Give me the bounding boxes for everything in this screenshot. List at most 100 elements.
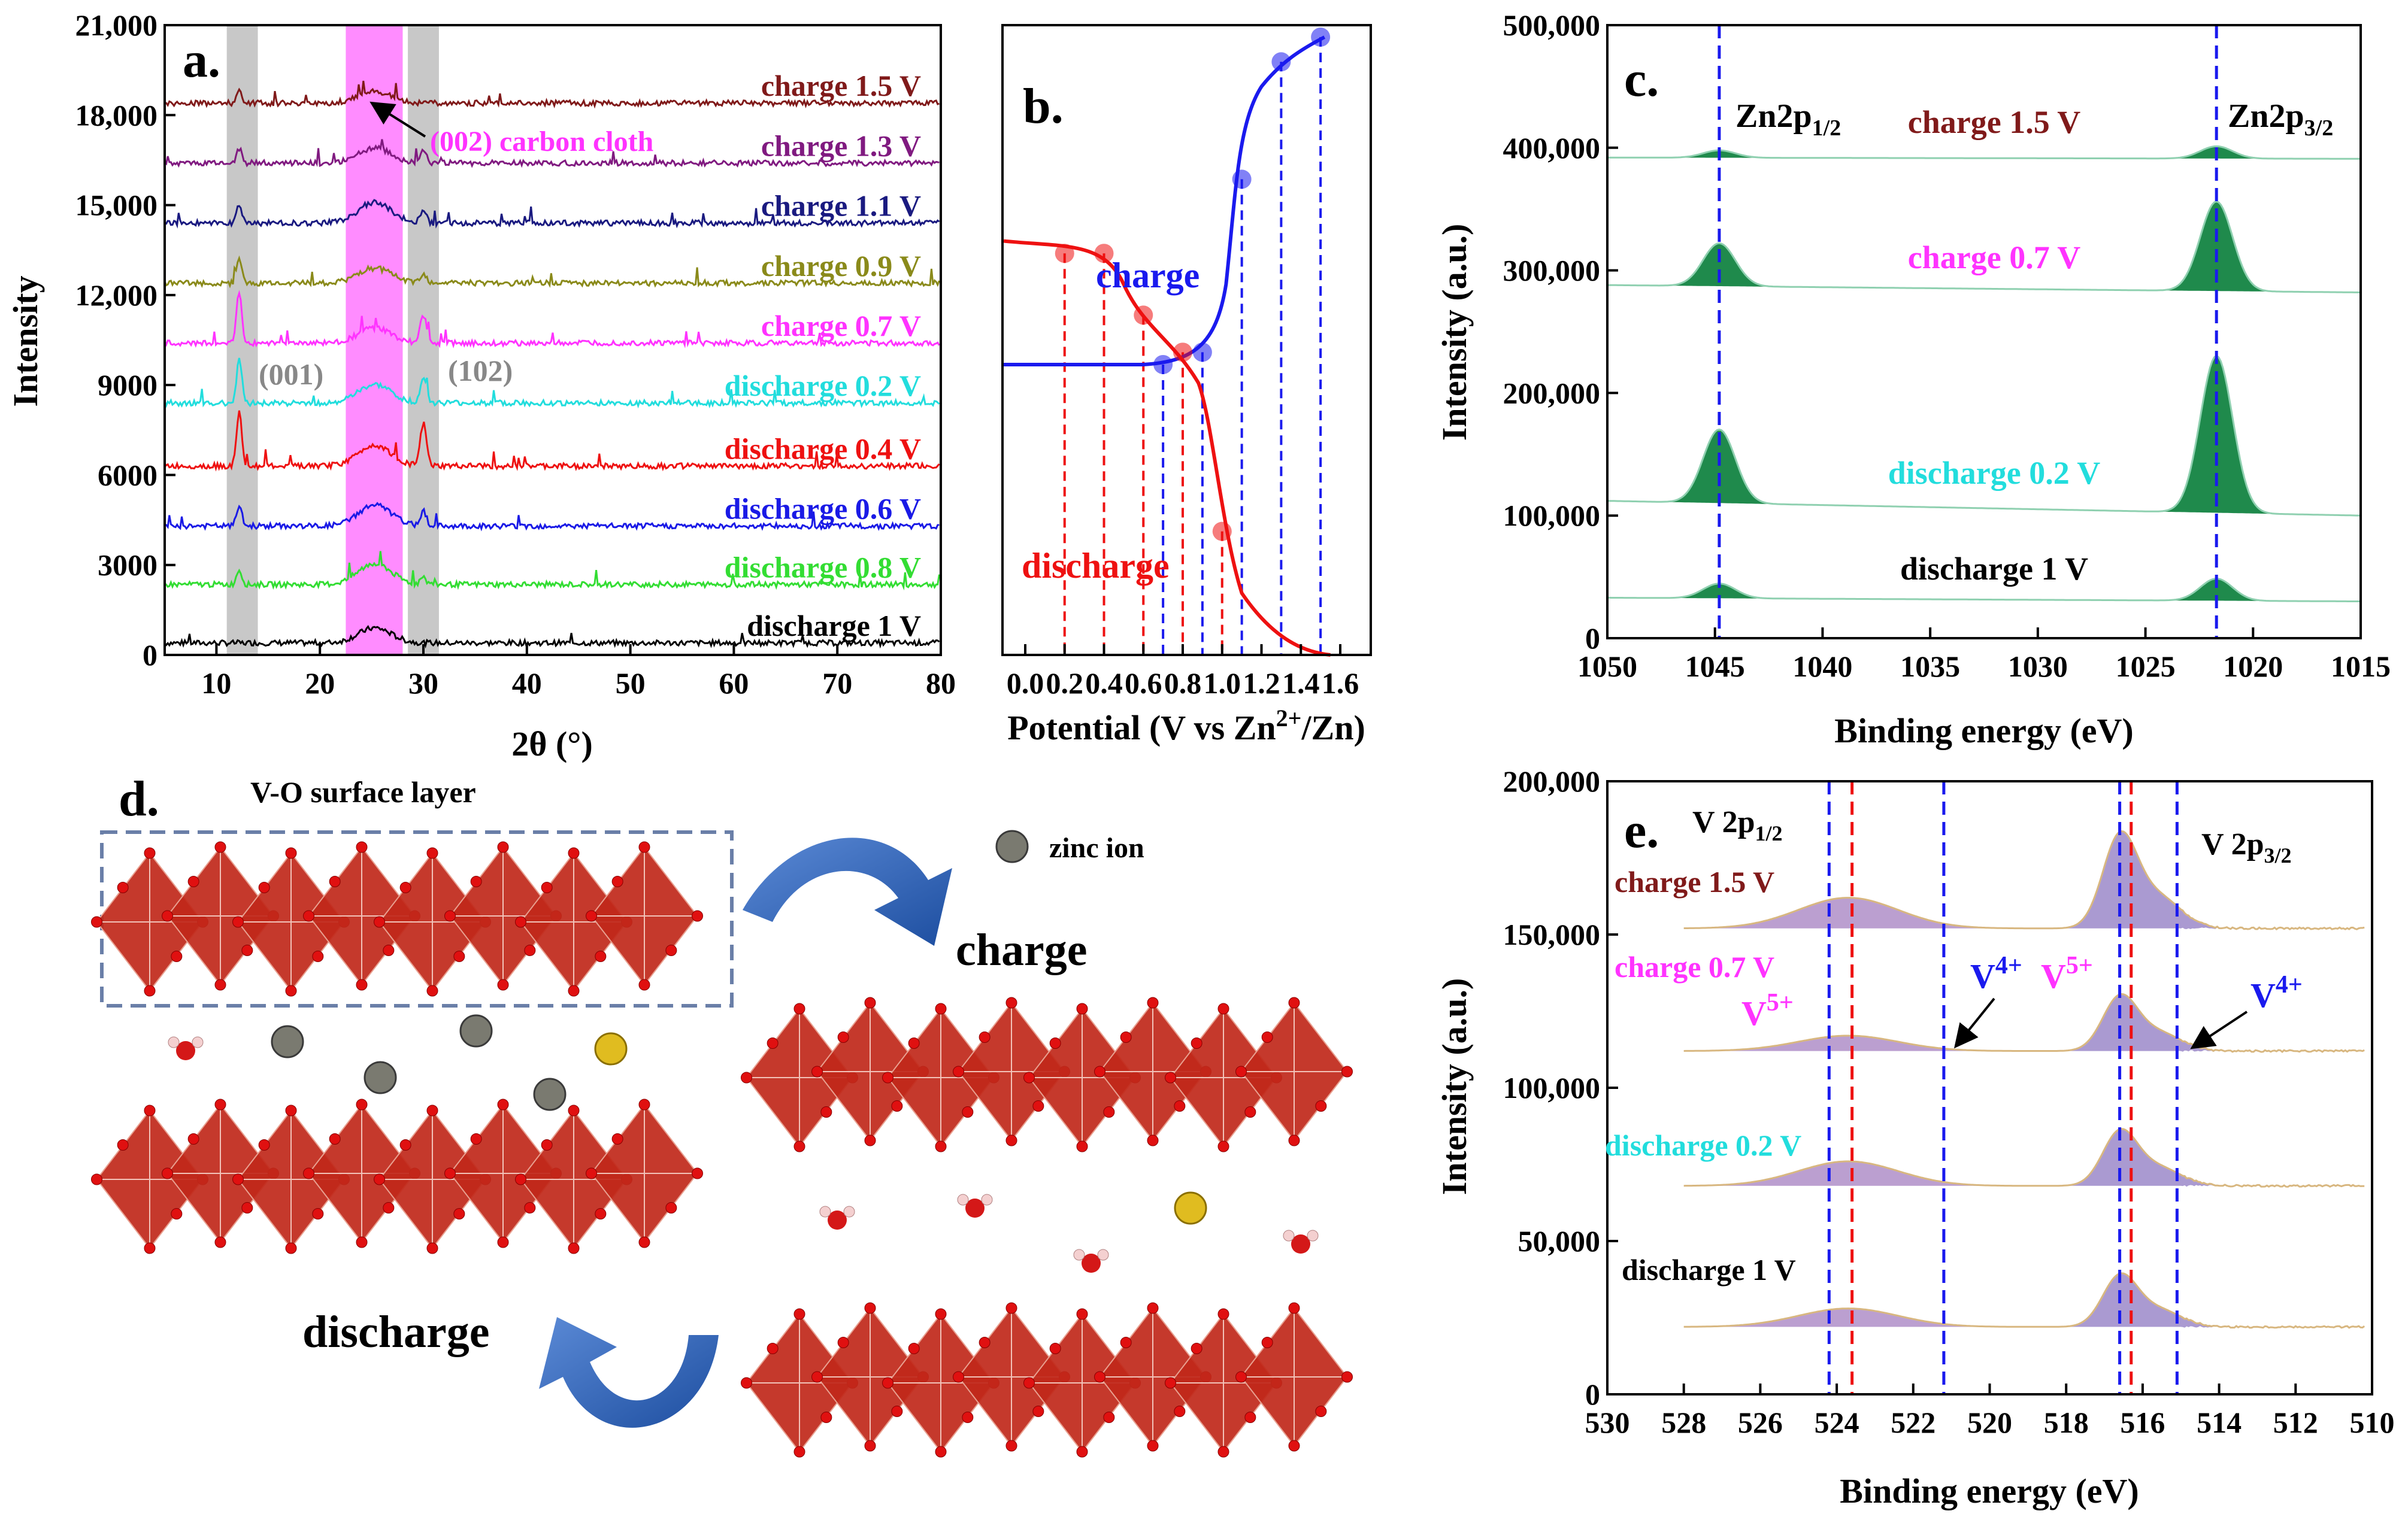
zinc-ion-atom (271, 1025, 304, 1058)
oxygen-atom (864, 1134, 876, 1146)
series-label: charge 1.1 V (761, 189, 921, 223)
oxygen-atom (1147, 1440, 1159, 1452)
oxygen-atom (1005, 997, 1017, 1009)
x-tick-label: 516 (2120, 1406, 2165, 1439)
v-broad-area (1683, 1161, 2365, 1187)
panel-c-ticks: 0 100,000 200,000 300,000 400,000 500,000 1050… (1503, 8, 2391, 683)
x-tick-label: 1015 (2331, 650, 2391, 683)
panel-d-ions (168, 1014, 1319, 1273)
oxygen-atom (1094, 1371, 1105, 1383)
zn-spectrum-line (1607, 354, 2361, 517)
y-tick-label: 21,000 (75, 8, 158, 42)
x-tick-label: 0.6 (1125, 666, 1162, 700)
zn-spectrum-line (1607, 145, 2361, 160)
data-point (1134, 305, 1153, 325)
oxygen-atom (979, 1032, 991, 1043)
oxygen-atom (568, 847, 580, 859)
panel-e-xlabel: Binding energy (eV) (1840, 1472, 2139, 1510)
water-hydrogen-atom (819, 1206, 831, 1218)
y-tick-label: 0 (143, 638, 157, 672)
oxygen-atom (329, 876, 341, 887)
oxygen-atom (692, 1167, 703, 1179)
oxygen-atom (811, 1066, 823, 1078)
panel-c-ylabel: Intensity (a.u.) (1435, 224, 1474, 441)
series-label: charge 0.9 V (761, 249, 921, 283)
water-hydrogen-atom (192, 1036, 204, 1048)
series-label: charge 1.5 V (1615, 865, 1774, 899)
x-tick-label: 1035 (1900, 650, 1960, 683)
oxygen-atom (1005, 1440, 1017, 1452)
oxygen-atom (329, 1133, 341, 1145)
x-tick-label: 510 (2350, 1406, 2395, 1439)
oxygen-atom (1288, 1440, 1300, 1452)
panel-b-frame (1001, 24, 1372, 656)
x-tick-label: 1.4 (1282, 666, 1320, 700)
oxygen-atom (497, 841, 509, 853)
zn-spectrum-line (1607, 200, 2361, 293)
oxygen-atom (979, 1337, 991, 1348)
oxygen-atom (1076, 1003, 1088, 1015)
oxygen-atom (356, 1236, 368, 1248)
panel-e-peak2: V 2p3/2 (2201, 827, 2292, 867)
panel-b-content (1003, 28, 1331, 657)
oxygen-atom (285, 1242, 297, 1254)
panel-d-layers (91, 841, 1353, 1458)
oxygen-atom (953, 1371, 964, 1383)
charge-curved-arrow-icon (743, 838, 952, 946)
y-tick-label: 200,000 (1503, 376, 1601, 409)
oxygen-atom (524, 945, 536, 956)
water-oxygen-atom (176, 1041, 195, 1060)
oxygen-atom (91, 1173, 102, 1185)
oxygen-atom (935, 1140, 947, 1152)
oxygen-atom (1261, 1337, 1273, 1348)
y-tick-label: 400,000 (1503, 131, 1601, 165)
y-tick-label: 50,000 (1518, 1224, 1601, 1258)
oxygen-atom (285, 985, 297, 997)
charge-label: charge (956, 925, 1087, 975)
annotation-001: (001) (259, 357, 323, 391)
oxygen-atom (1120, 1032, 1132, 1043)
x-tick-label: 40 (512, 666, 542, 700)
xrd-series-line (163, 357, 940, 409)
oxygen-atom (767, 1037, 779, 1049)
oxygen-atom (356, 1099, 368, 1111)
oxygen-atom (793, 1003, 805, 1015)
oxygen-atom (935, 1308, 947, 1320)
oxygen-atom (1235, 1066, 1247, 1078)
panel-a-label: a. (183, 32, 220, 88)
panel-b-xlabel: Potential (V vs Zn2+/Zn) (1007, 705, 1365, 747)
series-label: charge 1.5 V (761, 69, 921, 102)
oxygen-atom (1165, 1377, 1176, 1389)
water-hydrogen-atom (843, 1206, 855, 1218)
water-oxygen-atom (965, 1199, 985, 1218)
oxygen-atom (1147, 1134, 1159, 1146)
x-tick-label: 0.8 (1164, 666, 1202, 700)
series-label: discharge 1 V (1900, 551, 2088, 587)
oxygen-atom (568, 1105, 580, 1117)
panel-e-ticks: 0 50,000 100,000 150,000 200,000 530 528 526 524… (1503, 764, 2395, 1439)
oxygen-atom (638, 979, 650, 991)
data-point (1153, 354, 1173, 374)
oxygen-atom (241, 1202, 253, 1213)
oxygen-atom (426, 847, 438, 859)
oxygen-atom (1217, 1140, 1229, 1152)
water-hydrogen-atom (168, 1036, 180, 1048)
oxygen-atom (399, 1139, 411, 1151)
v-spectrum-line (1683, 830, 2365, 931)
oxygen-atom (497, 1099, 509, 1111)
x-tick-label: 1020 (2223, 650, 2283, 683)
oxygen-atom (837, 1032, 849, 1043)
oxygen-atom (232, 1173, 244, 1185)
oxygen-atom (741, 1072, 752, 1084)
oxygen-atom (444, 910, 456, 922)
discharge-label: discharge (302, 1307, 489, 1357)
oxygen-atom (1288, 1302, 1300, 1314)
oxygen-atom (638, 1099, 650, 1111)
oxygen-atom (1147, 1302, 1159, 1314)
y-tick-label: 500,000 (1503, 8, 1601, 42)
panel-c-frame (1606, 24, 2362, 639)
oxygen-atom (1244, 1106, 1256, 1118)
water-oxygen-atom (828, 1211, 847, 1230)
x-tick-label: 1.6 (1322, 666, 1359, 700)
y-tick-label: 150,000 (1503, 918, 1601, 951)
